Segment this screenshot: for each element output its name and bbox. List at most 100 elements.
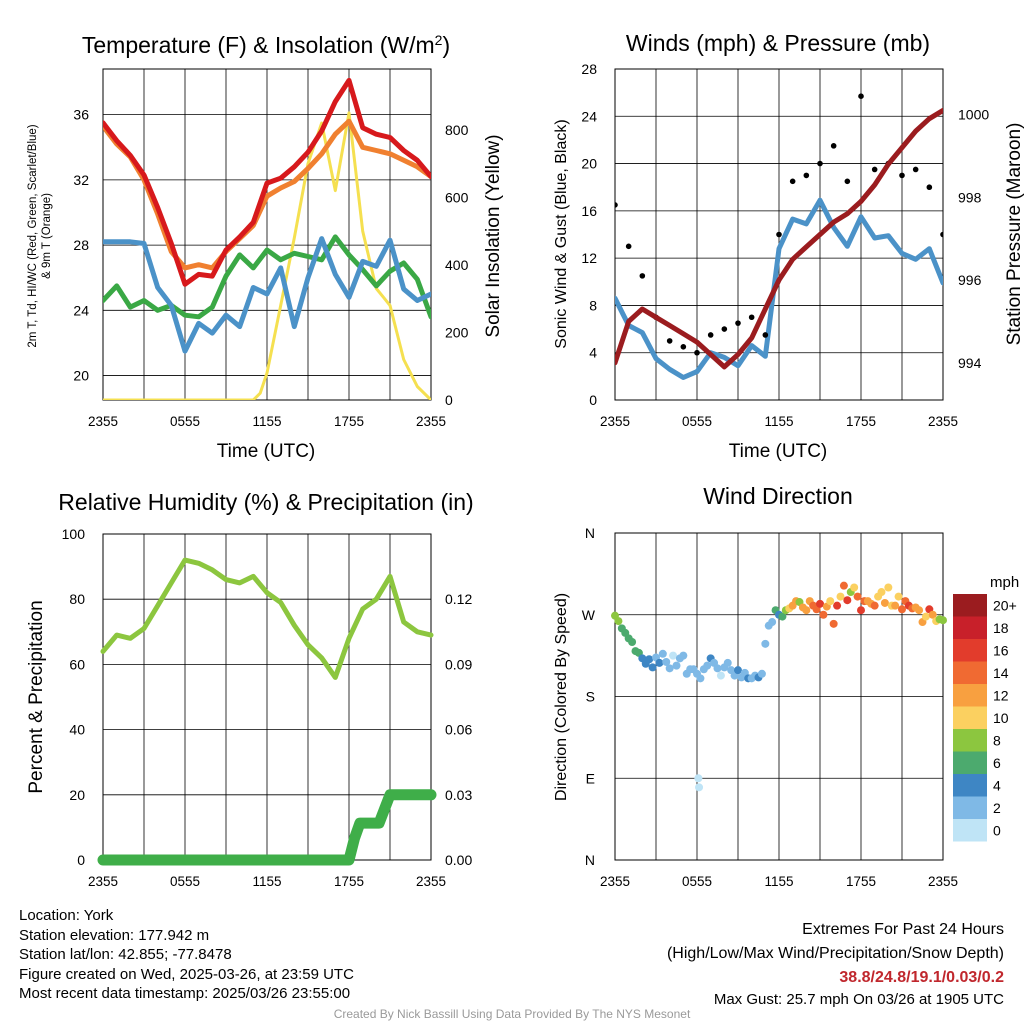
humidity-xtick: 1755: [334, 874, 364, 889]
legend-swatch: [953, 774, 987, 797]
gust-point: [625, 243, 632, 250]
gust-point: [899, 172, 905, 179]
gust-point: [615, 202, 618, 208]
humidity-panel: Relative Humidity (%) & Precipitation (i…: [26, 489, 474, 889]
direction-point: [921, 612, 930, 621]
direction-point: [829, 619, 838, 628]
direction-point: [884, 583, 893, 592]
direction-point: [894, 592, 903, 601]
legend-swatch: [953, 729, 987, 752]
figure-created: Figure created on Wed, 2025-03-26, at 23…: [19, 965, 354, 983]
winds-ytick-left: 20: [581, 156, 597, 172]
temperature-ytick-left: 32: [73, 172, 89, 188]
direction-xtick: 1155: [764, 874, 793, 889]
humidity-ytick-left: 80: [69, 591, 85, 607]
direction-point: [928, 610, 937, 619]
direction-ytick: E: [586, 770, 595, 786]
winds-ytick-left: 0: [589, 392, 597, 408]
direction-point: [768, 618, 777, 627]
gust-point: [639, 273, 646, 279]
direction-point: [836, 592, 845, 601]
gust-point: [680, 344, 687, 350]
direction-point: [853, 592, 862, 601]
precip-ytick-right: 0.03: [445, 787, 472, 803]
gust-point: [858, 93, 864, 99]
direction-point: [915, 606, 924, 615]
insolation-ytick-right: 200: [445, 324, 469, 340]
winds-xtick: 0555: [682, 414, 712, 429]
speed-color-legend: mph 20+ 18 16 14 12 10 8 6 4 2 0: [953, 574, 1019, 842]
pressure-ytick-right: 994: [958, 355, 982, 371]
legend-swatch: [953, 616, 987, 639]
insolation-ytick-right: 400: [445, 257, 469, 273]
gust-point: [830, 143, 837, 149]
direction-ytick: W: [582, 607, 596, 623]
direction-point: [658, 649, 667, 658]
direction-point: [826, 597, 835, 606]
gust-point: [721, 326, 728, 332]
direction-point: [665, 664, 674, 673]
direction-point: [850, 583, 859, 592]
direction-xtick: 2355: [600, 874, 630, 889]
station-elevation: Station elevation: 177.942 m: [19, 926, 210, 944]
gust-point: [776, 231, 782, 238]
legend-label: 20+: [993, 597, 1017, 613]
series-windchill: [103, 236, 431, 354]
humidity-title: Relative Humidity (%) & Precipitation (i…: [58, 489, 473, 515]
legend-label: 16: [993, 642, 1009, 658]
gust-point: [748, 314, 755, 321]
direction-point: [703, 661, 712, 670]
direction-point: [939, 616, 947, 625]
series-temp2m: [103, 77, 431, 287]
winds-ytick-left: 12: [581, 250, 597, 266]
winds-ytick-left: 28: [581, 61, 597, 77]
humidity-xtick: 1155: [252, 874, 281, 889]
series-rh: [100, 557, 434, 680]
direction-point: [716, 671, 725, 680]
legend-label: 4: [993, 777, 1001, 793]
legend-label: 0: [993, 822, 1001, 838]
legend-swatch: [953, 819, 987, 842]
temperature-xtick: 2355: [416, 414, 446, 429]
direction-point: [672, 661, 681, 670]
winds-ytick-left: 4: [589, 345, 597, 361]
temperature-series-group: [103, 77, 431, 400]
direction-xtick: 0555: [682, 874, 712, 889]
humidity-xtick: 2355: [88, 874, 118, 889]
winds-ytick-left: 8: [589, 297, 597, 313]
direction-point: [778, 612, 787, 621]
humidity-ytick-left: 40: [69, 722, 85, 738]
insolation-ytick-right: 600: [445, 189, 469, 205]
extremes-heading: Extremes For Past 24 Hours: [802, 921, 1004, 938]
pressure-ytick-right: 998: [958, 189, 982, 205]
direction-ytick: N: [585, 525, 595, 541]
extremes-values: 38.8/24.8/19.1/0.03/0.2: [839, 969, 1004, 986]
humidity-ytick-left: 20: [69, 787, 85, 803]
temperature-xtick: 0555: [170, 414, 200, 429]
gust-point: [871, 166, 878, 173]
series-wind: [615, 197, 943, 380]
gust-point: [789, 178, 796, 185]
direction-point: [833, 601, 842, 610]
winds-xtick: 2355: [600, 414, 630, 429]
humidity-ytick-left: 0: [77, 852, 85, 868]
temperature-panel: Temperature (F) & Insolation (W/m2) 2m T…: [27, 32, 504, 462]
precip-ytick-right: 0.12: [445, 591, 472, 607]
humidity-xtick: 2355: [416, 874, 446, 889]
precip-ytick-right: 0.09: [445, 656, 472, 672]
direction-title: Wind Direction: [703, 483, 853, 509]
direction-point: [816, 599, 824, 608]
direction-point: [761, 639, 770, 648]
station-latlon: Station lat/lon: 42.855; -77.8478: [19, 946, 232, 963]
max-gust: Max Gust: 25.7 mph On 03/26 at 1905 UTC: [713, 991, 1004, 1008]
gust-point: [940, 231, 943, 238]
direction-xtick: 2355: [928, 874, 958, 889]
temperature-xtick: 1155: [252, 414, 281, 429]
humidity-ylabel-left: Percent & Precipitation: [26, 600, 47, 793]
winds-xtick: 1755: [846, 414, 876, 429]
humidity-ytick-left: 100: [62, 526, 86, 542]
temperature-ytick-left: 24: [73, 302, 89, 318]
legend-label: 6: [993, 755, 1001, 771]
legend-swatch: [953, 594, 987, 617]
